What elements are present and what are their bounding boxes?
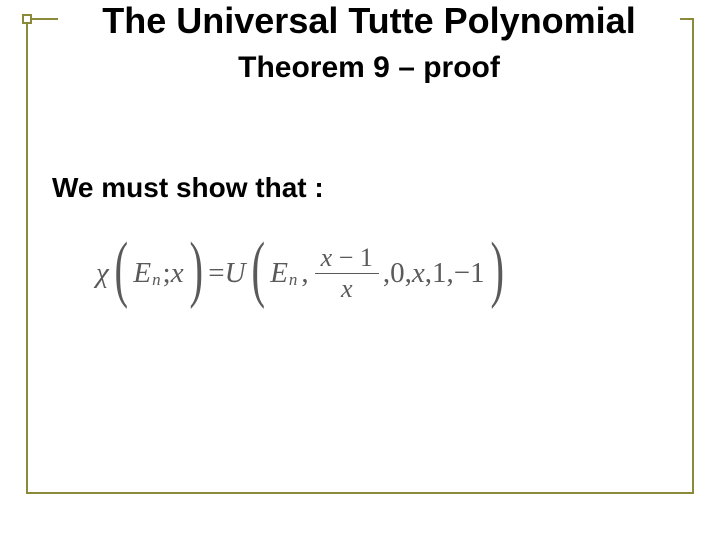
title-block: The Universal Tutte Polynomial Theorem 9… — [58, 2, 680, 85]
fraction: x − 1 x — [315, 245, 379, 302]
chi-symbol: χ — [96, 257, 109, 290]
num-one: 1 — [360, 243, 373, 272]
n-subscript-2: n — [289, 270, 298, 290]
num-minus: − — [339, 243, 354, 272]
fraction-denominator: x — [315, 273, 379, 302]
fraction-numerator: x − 1 — [315, 245, 379, 273]
args-rest: ,0, — [383, 257, 412, 290]
U-symbol: U — [225, 257, 246, 290]
corner-square — [22, 14, 32, 24]
E-symbol-1: E — [133, 257, 151, 290]
comma-1: , — [301, 257, 308, 290]
slide-subtitle: Theorem 9 – proof — [64, 51, 674, 85]
semicolon: ; — [163, 257, 171, 290]
args-tail: ,1,−1 — [425, 257, 485, 290]
x-arg-2: x — [412, 257, 425, 290]
slide-title: The Universal Tutte Polynomial — [64, 2, 674, 41]
num-x: x — [321, 243, 333, 272]
body-text: We must show that : — [52, 172, 324, 204]
n-subscript-1: n — [152, 270, 161, 290]
equation: χ ( E n ; x ) = U ( E n , x − 1 x ,0, x … — [96, 236, 509, 310]
x-arg-1: x — [171, 257, 184, 290]
equals: = — [208, 257, 224, 290]
E-symbol-2: E — [270, 257, 288, 290]
